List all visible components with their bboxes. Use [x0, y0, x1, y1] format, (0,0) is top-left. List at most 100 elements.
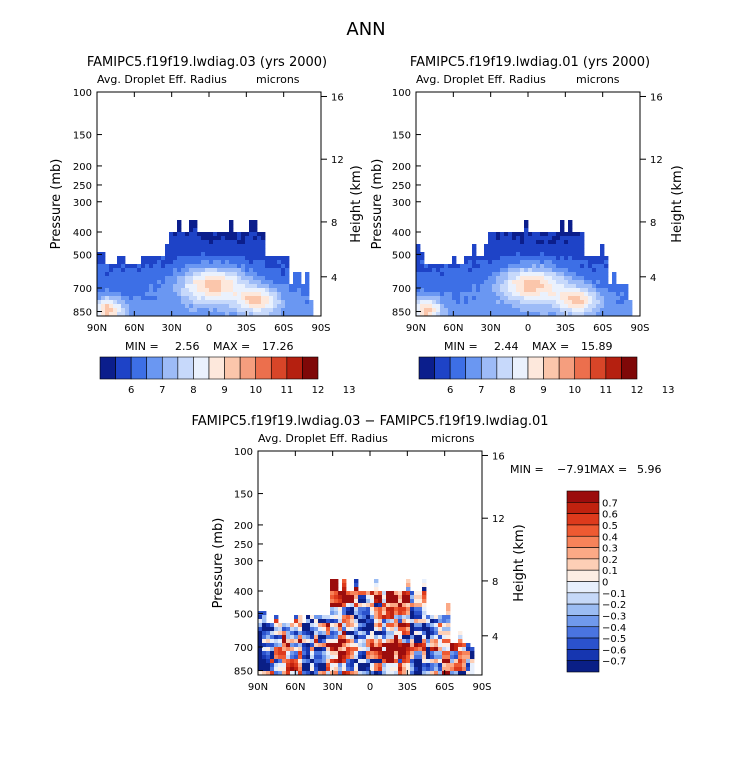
heatmap-cell: [181, 276, 186, 281]
heatmap-cell: [592, 312, 597, 317]
colorbar-swatch: [566, 513, 600, 526]
heatmap-cell: [245, 300, 250, 305]
heatmap-cell: [342, 587, 347, 592]
heatmap-cell: [281, 280, 286, 285]
heatmap-cell: [129, 304, 134, 309]
heatmap-cell: [173, 280, 178, 285]
heatmap-cell: [185, 304, 190, 309]
heatmap-cell: [141, 268, 146, 273]
heatmap-cell: [274, 615, 279, 620]
heatmap-cell: [444, 292, 449, 297]
heatmap-cell: [532, 284, 537, 289]
heatmap-cell: [524, 268, 529, 273]
heatmap-cell: [390, 619, 395, 624]
heatmap-cell: [398, 671, 403, 676]
heatmap-cell: [406, 643, 411, 648]
colorbar-swatch: [255, 356, 272, 380]
heatmap-cell: [548, 240, 553, 245]
heatmap-cell: [532, 288, 537, 293]
heatmap-cell: [436, 280, 441, 285]
heatmap-cell: [544, 244, 549, 249]
heatmap-cell: [306, 667, 311, 672]
heatmap-cell: [181, 232, 186, 237]
heatmap-cell: [257, 268, 262, 273]
heatmap-cell: [113, 268, 118, 273]
heatmap-cell: [528, 256, 533, 261]
heatmap-cell: [181, 264, 186, 269]
heatmap-cell: [560, 304, 565, 309]
heatmap-cell: [161, 296, 166, 301]
heatmap-cell: [137, 272, 142, 277]
heatmap-cell: [342, 583, 347, 588]
heatmap-cell: [285, 260, 290, 265]
heatmap-cell: [314, 619, 319, 624]
heatmap-cell: [358, 643, 363, 648]
heatmap-cell: [402, 667, 407, 672]
heatmap-cell: [446, 627, 451, 632]
heatmap-cell: [294, 667, 299, 672]
heatmap-cell: [552, 304, 557, 309]
heatmap-cell: [161, 272, 166, 277]
heatmap-cell: [366, 671, 371, 676]
heatmap-cell: [540, 276, 545, 281]
heatmap-cell: [205, 272, 210, 277]
heatmap-cell: [245, 292, 250, 297]
heatmap-cell: [330, 611, 335, 616]
heatmap-cell: [468, 304, 473, 309]
heatmap-cell: [612, 308, 617, 313]
heatmap-cell: [318, 623, 323, 628]
heatmap-cell: [249, 224, 254, 229]
heatmap-cell: [504, 296, 509, 301]
colorbar-swatch: [566, 637, 600, 650]
heatmap-cell: [572, 272, 577, 277]
heatmap-cell: [269, 256, 274, 261]
heatmap-cell: [145, 260, 150, 265]
heatmap-cell: [536, 304, 541, 309]
heatmap-cell: [97, 276, 102, 281]
heatmap-cell: [464, 284, 469, 289]
heatmap-cell: [105, 276, 110, 281]
heatmap-cell: [500, 260, 505, 265]
heatmap-cell: [556, 300, 561, 305]
heatmap-cell: [286, 659, 291, 664]
heatmap-cell: [193, 280, 198, 285]
heatmap-cell: [434, 655, 439, 660]
heatmap-cell: [568, 224, 573, 229]
heatmap-cell: [318, 631, 323, 636]
heatmap-cell: [270, 667, 275, 672]
heatmap-cell: [258, 635, 263, 640]
heatmap-cell: [358, 635, 363, 640]
colorbar-swatch: [224, 356, 241, 380]
heatmap-cell: [225, 276, 230, 281]
heatmap-cell: [249, 252, 254, 257]
heatmap-cell: [416, 308, 421, 313]
heatmap-cell: [334, 583, 339, 588]
heatmap-cell: [225, 240, 230, 245]
heatmap-cell: [362, 631, 367, 636]
heatmap-cell: [346, 671, 351, 676]
heatmap-cell: [97, 296, 102, 301]
heatmap-cell: [540, 232, 545, 237]
heatmap-cell: [628, 312, 633, 317]
heatmap-cell: [362, 615, 367, 620]
heatmap-cell: [145, 300, 150, 305]
heatmap-cell: [536, 264, 541, 269]
heatmap-cell: [173, 300, 178, 305]
colorbar-label: 10: [249, 385, 262, 396]
heatmap-cell: [480, 304, 485, 309]
heatmap-cell: [322, 647, 327, 652]
heatmap-cell: [420, 260, 425, 265]
heatmap-cell: [209, 236, 214, 241]
heatmap-cell: [294, 659, 299, 664]
heatmap-cell: [446, 647, 451, 652]
heatmap-cell: [378, 631, 383, 636]
pressure-tick-label: 250: [234, 540, 253, 551]
heatmap-cell: [297, 312, 302, 317]
heatmap-cell: [165, 276, 170, 281]
heatmap-cell: [410, 667, 415, 672]
height-tick-label: 8: [492, 577, 498, 588]
heatmap-cell: [596, 308, 601, 313]
heatmap-cell: [446, 667, 451, 672]
heatmap-cell: [532, 296, 537, 301]
